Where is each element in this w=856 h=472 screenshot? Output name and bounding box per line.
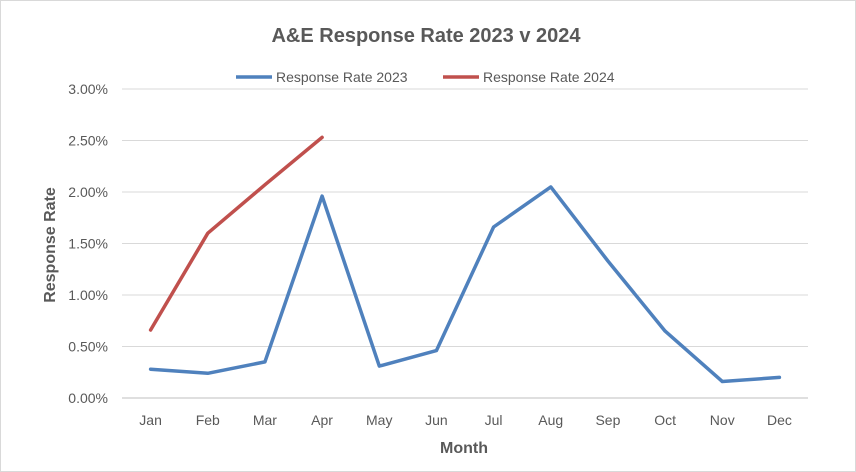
x-tick-label: Feb: [196, 412, 220, 428]
y-tick-label: 0.50%: [68, 339, 108, 355]
gridlines: [122, 88, 808, 399]
y-axis-title: Response Rate: [42, 187, 59, 303]
x-tick-label: Sep: [595, 412, 620, 428]
y-tick-label: 1.00%: [68, 287, 108, 303]
legend-label: Response Rate 2023: [276, 69, 408, 85]
x-tick-label: Nov: [710, 412, 735, 428]
x-axis-ticks: Jan Feb Mar Apr May Jun Jul Aug Sep Oct Nov Dec: [139, 412, 792, 428]
series-line-response-rate-2023: [148, 185, 782, 384]
x-tick-label: Jan: [139, 412, 162, 428]
y-axis-ticks: 0.00% 0.50% 1.00% 1.50% 2.00% 2.50% 3.00%: [68, 81, 108, 406]
legend: Response Rate 2023 Response Rate 2024: [236, 69, 615, 85]
x-tick-label: Apr: [311, 412, 333, 428]
x-tick-label: Oct: [654, 412, 676, 428]
legend-label: Response Rate 2024: [483, 69, 615, 85]
x-tick-label: Jun: [425, 412, 448, 428]
x-tick-label: Dec: [767, 412, 792, 428]
x-tick-label: Mar: [253, 412, 277, 428]
chart-title: A&E Response Rate 2023 v 2024: [271, 25, 581, 47]
x-axis-title: Month: [440, 440, 488, 457]
x-tick-label: May: [366, 412, 392, 428]
x-tick-label: Jul: [485, 412, 503, 428]
y-tick-label: 1.50%: [68, 236, 108, 252]
series-line-response-rate-2024: [148, 135, 324, 332]
y-tick-label: 0.00%: [68, 390, 108, 406]
y-tick-label: 3.00%: [68, 81, 108, 97]
x-tick-label: Aug: [538, 412, 563, 428]
y-tick-label: 2.50%: [68, 133, 108, 149]
y-tick-label: 2.00%: [68, 184, 108, 200]
series-lines: [148, 135, 782, 384]
